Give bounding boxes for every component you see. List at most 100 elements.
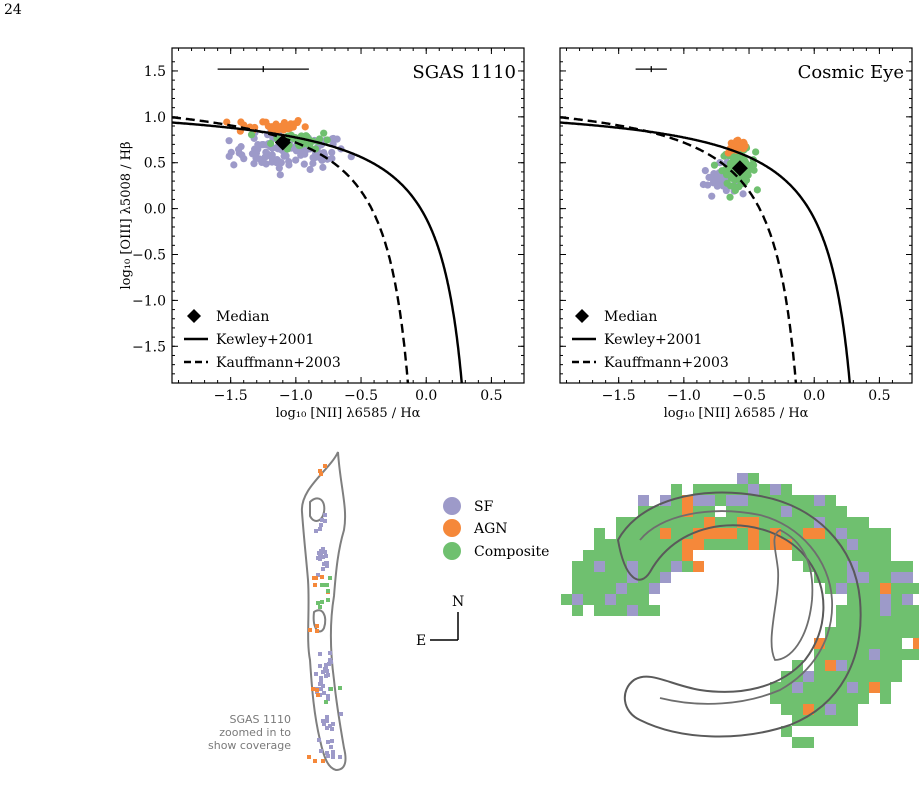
composite-pixel — [814, 693, 825, 704]
composite-pixel — [638, 517, 649, 528]
y-tick-label: −1.0 — [132, 293, 166, 309]
sf-pixel — [814, 495, 825, 506]
composite-pixel — [891, 638, 902, 649]
composite-pixel — [836, 605, 847, 616]
composite-pixel — [869, 660, 880, 671]
composite-pixel — [858, 693, 869, 704]
composite-pixel — [792, 517, 803, 528]
composite-pixel — [649, 561, 660, 572]
composite-pixel — [880, 561, 891, 572]
composite-pixel — [858, 616, 869, 627]
sf-pixel — [316, 573, 320, 577]
median-marker — [274, 134, 291, 151]
y-tick-label: 0.0 — [144, 202, 166, 218]
composite-pixel — [825, 627, 836, 638]
x-tick-label: −0.5 — [344, 388, 378, 404]
composite-pixel — [627, 528, 638, 539]
composite-pixel — [320, 583, 324, 587]
agn-pixel — [748, 539, 759, 550]
composite-pixel — [814, 682, 825, 693]
composite-pixel — [880, 649, 891, 660]
composite-point — [723, 179, 731, 187]
sf-point — [240, 155, 248, 163]
composite-pixel — [902, 561, 913, 572]
sf-pixel — [320, 518, 324, 522]
composite-pixel — [671, 517, 682, 528]
composite-pixel — [318, 605, 322, 609]
composite-pixel — [770, 693, 781, 704]
composite-legend-marker — [443, 542, 461, 560]
composite-pixel — [869, 594, 880, 605]
sf-pixel — [324, 667, 328, 671]
sf-pixel — [319, 523, 323, 527]
y-tick-label: 1.0 — [144, 110, 166, 126]
sf-pixel — [329, 745, 333, 749]
sf-point — [301, 150, 309, 158]
composite-pixel — [825, 517, 836, 528]
composite-pixel — [704, 539, 715, 550]
sf-pixel — [902, 594, 913, 605]
composite-pixel — [605, 583, 616, 594]
composite-pixel — [759, 539, 770, 550]
composite-pixel — [891, 660, 902, 671]
composite-pixel — [847, 528, 858, 539]
sgas1110-inner-contour — [309, 497, 326, 522]
agn-pixel — [803, 704, 814, 715]
agn-pixel — [313, 583, 317, 587]
composite-pixel — [605, 539, 616, 550]
agn-pixel — [693, 539, 704, 550]
cosmic-eye-outer-contour — [616, 491, 862, 738]
plot-area — [172, 116, 463, 383]
composite-pixel — [814, 715, 825, 726]
composite-pixel — [880, 671, 891, 682]
composite-pixel — [869, 539, 880, 550]
composite-pixel — [638, 572, 649, 583]
agn-point — [280, 126, 288, 134]
composite-pixel — [858, 605, 869, 616]
sf-pixel — [836, 528, 847, 539]
sf-pixel — [737, 495, 748, 506]
agn-point — [301, 123, 309, 131]
x-tick-label: −0.5 — [732, 388, 766, 404]
x-tick-label: −1.5 — [214, 388, 248, 404]
sf-pixel — [318, 664, 322, 668]
sf-pixel — [328, 724, 332, 728]
agn-pixel — [748, 517, 759, 528]
agn-pixel — [704, 517, 715, 528]
agn-pixel — [315, 688, 319, 692]
agn-pixel — [318, 469, 322, 473]
legend-kewley-label: Kewley+2001 — [216, 332, 314, 348]
compass: N E — [416, 594, 464, 649]
sf-point — [268, 151, 276, 159]
composite-pixel — [605, 605, 616, 616]
agn-point — [274, 125, 283, 133]
sf-pixel — [319, 687, 323, 691]
composite-pixel — [682, 517, 693, 528]
composite-pixel — [594, 583, 605, 594]
composite-pixel — [847, 671, 858, 682]
composite-pixel — [770, 682, 781, 693]
agn-pixel — [880, 583, 891, 594]
composite-pixel — [836, 671, 847, 682]
composite-pixel — [847, 517, 858, 528]
sf-pixel — [326, 697, 330, 701]
composite-pixel — [316, 601, 320, 605]
composite-pixel — [594, 572, 605, 583]
composite-pixel — [605, 561, 616, 572]
sgas1110-note-line2: zoomed in to — [219, 726, 291, 739]
composite-pixel — [858, 561, 869, 572]
bpt-panel-sgas1110: −1.5 −1.0 −0.5 0.0 0.5 1.5 1.0 0.5 0.0 −0.5 −1.0 −1… — [119, 47, 525, 421]
composite-pixel — [781, 704, 792, 715]
sf-pixel — [627, 561, 638, 572]
page-number: 24 — [4, 2, 22, 18]
composite-pixel — [836, 539, 847, 550]
sf-pixel — [319, 549, 323, 553]
composite-pixel — [781, 682, 792, 693]
composite-pixel — [715, 495, 726, 506]
agn-pixel — [814, 638, 825, 649]
sf-pixel — [321, 567, 325, 571]
composite-pixel — [649, 506, 660, 517]
composite-pixel — [594, 539, 605, 550]
agn-pixel — [704, 528, 715, 539]
composite-pixel — [715, 484, 726, 495]
